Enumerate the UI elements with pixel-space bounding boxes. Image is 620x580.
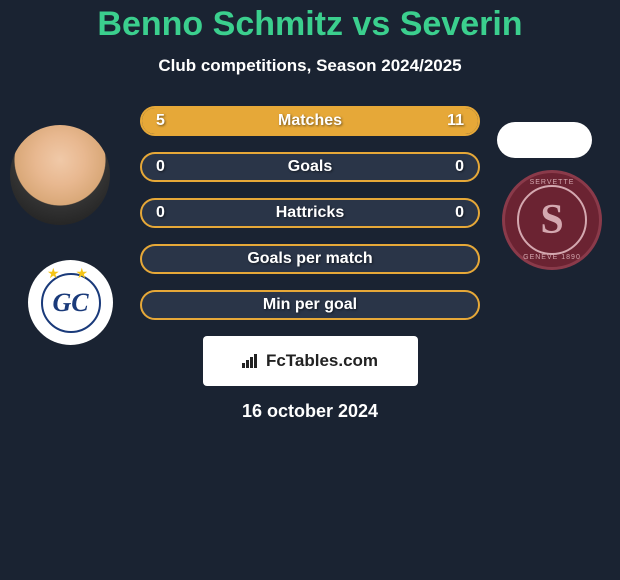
club-badge-left: ★ ★ GC [28, 260, 113, 345]
stat-label: Matches [278, 112, 342, 130]
stat-label: Goals [288, 158, 332, 176]
stat-value-left: 0 [156, 158, 165, 176]
stat-row: 0 Hattricks 0 [140, 198, 480, 228]
stat-value-right: 11 [447, 112, 464, 130]
servette-initial: S [540, 196, 563, 244]
stat-row: 5 Matches 11 [140, 106, 480, 136]
player-right-avatar [497, 122, 592, 158]
stat-row: 0 Goals 0 [140, 152, 480, 182]
stat-row: Goals per match [140, 244, 480, 274]
club-badge-right: SERVETTE S GENÈVE 1890 [502, 170, 602, 270]
comparison-title: Benno Schmitz vs Severin [0, 5, 620, 44]
stat-label: Goals per match [247, 250, 372, 268]
stat-value-right: 0 [455, 158, 464, 176]
gc-circle: GC [41, 273, 101, 333]
servette-inner-circle: S [517, 185, 587, 255]
comparison-subtitle: Club competitions, Season 2024/2025 [0, 56, 620, 76]
player-left-avatar [10, 125, 110, 225]
stat-value-left: 5 [156, 112, 165, 130]
gc-stars-icon: ★ ★ [41, 265, 101, 282]
servette-bottom-text: GENÈVE 1890 [523, 254, 581, 261]
chart-bars-icon [242, 354, 260, 368]
watermark-text: FcTables.com [266, 351, 378, 371]
stats-area: 5 Matches 11 0 Goals 0 0 Hattricks 0 Goals per ma… [140, 106, 480, 320]
stat-label: Min per goal [263, 296, 357, 314]
gc-initials: GC [52, 288, 88, 318]
gc-logo: ★ ★ GC [41, 273, 101, 333]
stat-label: Hattricks [276, 204, 344, 222]
stat-value-left: 0 [156, 204, 165, 222]
date-text: 16 october 2024 [0, 401, 620, 422]
stat-value-right: 0 [455, 204, 464, 222]
stat-row: Min per goal [140, 290, 480, 320]
watermark-box: FcTables.com [203, 336, 418, 386]
